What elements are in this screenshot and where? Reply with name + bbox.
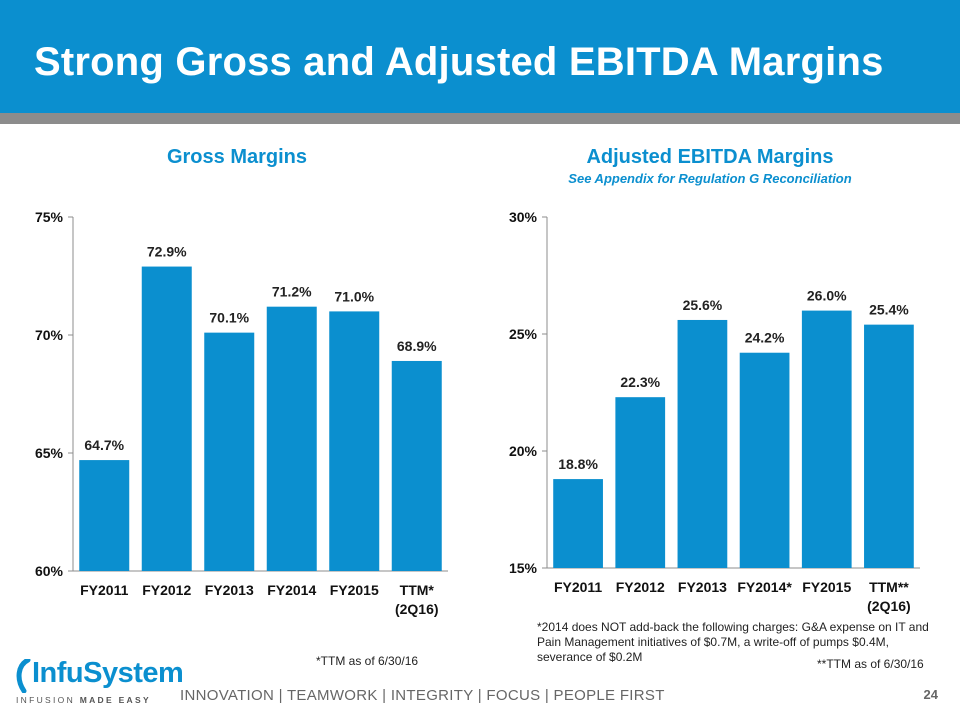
chart-0-bar — [266, 306, 317, 571]
chart-2-subtitle: See Appendix for Regulation G Reconcilia… — [568, 171, 852, 186]
chart-1-category-sublabel: (2Q16) — [867, 598, 911, 614]
chart-2-title: Adjusted EBITDA Margins — [586, 146, 834, 168]
chart-1-data-label: 18.8% — [558, 456, 598, 472]
chart-0-ytick-label: 70% — [35, 327, 64, 343]
fy2014-note: *2014 does NOT add-back the following ch… — [537, 620, 929, 664]
chart-1-ytick-label: 25% — [509, 326, 538, 342]
chart-1-category-label: TTM** — [869, 579, 909, 595]
chart-0-data-label: 71.0% — [334, 288, 374, 304]
chart-0-category-label: FY2012 — [142, 582, 191, 598]
chart-1-category-label: FY2013 — [678, 579, 727, 595]
chart-1-bar — [801, 310, 852, 568]
logo-tagline-b: MADE EASY — [79, 695, 151, 705]
chart-0-category-sublabel: (2Q16) — [395, 601, 439, 617]
chart-1-data-label: 24.2% — [745, 330, 785, 346]
chart-1-bar — [864, 324, 914, 568]
chart-1-bar — [615, 397, 666, 568]
logo-mark-icon — [16, 659, 31, 693]
chart-1-ytick-label: 20% — [509, 443, 538, 459]
logo-tagline-a: INFUSION — [16, 695, 80, 705]
gross-margins-footnote: *TTM as of 6/30/16 — [316, 654, 419, 668]
chart-0-data-label: 64.7% — [84, 437, 124, 453]
chart-0-bar — [141, 266, 192, 571]
gross-margins-chart: 60% 65% 70% 75% 64.7% FY2011 72.9% FY2012 70.1% F… — [35, 209, 448, 617]
chart-0-ytick-label: 60% — [35, 563, 64, 579]
ebitda-footnote: **TTM as of 6/30/16 — [817, 657, 924, 671]
chart-1-category-label: FY2011 — [554, 579, 602, 595]
chart-0-data-label: 72.9% — [147, 244, 187, 260]
company-logo: InfuSystem INFUSION MADE EASY — [14, 655, 184, 705]
chart-0-category-label: FY2011 — [80, 582, 128, 598]
company-values: INNOVATION | TEAMWORK | INTEGRITY | FOCU… — [180, 687, 665, 704]
chart-1-title: Gross Margins — [166, 146, 308, 168]
chart-0-bar — [391, 360, 442, 571]
chart-0-data-label: 71.2% — [272, 284, 312, 300]
chart-1-bar — [739, 352, 790, 568]
chart-1-ytick-label: 15% — [509, 560, 538, 576]
chart-1-data-label: 26.0% — [807, 288, 847, 304]
chart-0-data-label: 70.1% — [209, 310, 249, 326]
header-divider — [0, 113, 960, 124]
chart-0-category-label: FY2013 — [205, 582, 254, 598]
ebitda-margins-chart: 15% 20% 25% 30% 18.8% FY2011 22.3% FY2012 25.6% F… — [509, 209, 920, 614]
chart-0-category-label: FY2014 — [267, 582, 316, 598]
slide-title: Strong Gross and Adjusted EBITDA Margins — [34, 40, 884, 84]
logo-tagline: INFUSION MADE EASY — [16, 695, 151, 705]
chart-1-data-label: 25.4% — [869, 302, 909, 318]
logo-wordmark: InfuSystem — [32, 657, 184, 689]
header-band — [0, 0, 960, 113]
chart-0-data-label: 68.9% — [397, 338, 437, 354]
chart-1-category-label: FY2015 — [802, 579, 851, 595]
chart-1-category-label: FY2012 — [616, 579, 665, 595]
chart-1-data-label: 22.3% — [620, 374, 660, 390]
chart-0-ytick-label: 75% — [35, 209, 64, 225]
chart-1-bar — [553, 479, 603, 568]
chart-1-data-label: 25.6% — [683, 297, 723, 313]
page-number: 24 — [923, 687, 938, 702]
chart-0-category-label: FY2015 — [330, 582, 379, 598]
chart-1-bar — [677, 319, 728, 568]
chart-0-category-label: TTM* — [400, 582, 435, 598]
chart-0-bar — [79, 460, 130, 571]
chart-1-category-label: FY2014* — [737, 579, 792, 595]
chart-1-ytick-label: 30% — [509, 209, 538, 225]
chart-0-ytick-label: 65% — [35, 445, 64, 461]
chart-0-bar — [204, 332, 255, 571]
chart-0-bar — [329, 311, 380, 571]
